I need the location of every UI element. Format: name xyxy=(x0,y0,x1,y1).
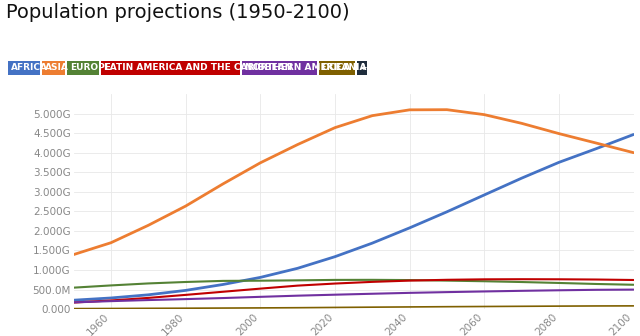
Text: ASIA: ASIA xyxy=(45,64,68,73)
Text: AFRICA: AFRICA xyxy=(11,64,48,73)
FancyBboxPatch shape xyxy=(319,61,355,75)
FancyBboxPatch shape xyxy=(8,61,40,75)
Text: OCEANIA: OCEANIA xyxy=(322,64,367,73)
FancyBboxPatch shape xyxy=(67,61,99,75)
Text: LATIN AMERICA AND THE CARIBBEAN: LATIN AMERICA AND THE CARIBBEAN xyxy=(104,64,292,73)
FancyBboxPatch shape xyxy=(242,61,317,75)
Text: EUROPE: EUROPE xyxy=(70,64,111,73)
Text: Population projections (1950-2100): Population projections (1950-2100) xyxy=(6,3,350,23)
Text: NORTHERN AMERICA: NORTHERN AMERICA xyxy=(245,64,351,73)
Text: +: + xyxy=(360,64,367,73)
FancyBboxPatch shape xyxy=(42,61,65,75)
FancyBboxPatch shape xyxy=(101,61,240,75)
FancyBboxPatch shape xyxy=(357,61,367,75)
